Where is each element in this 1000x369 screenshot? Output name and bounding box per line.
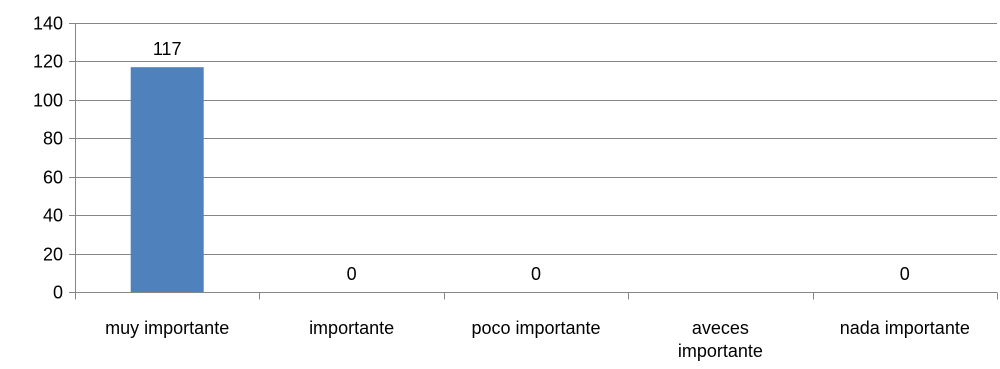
data-label: 117 xyxy=(153,39,182,59)
y-tick-label: 120 xyxy=(33,52,63,72)
x-category-label: importante xyxy=(678,341,763,361)
y-tick-label: 100 xyxy=(33,91,63,111)
axes xyxy=(69,23,998,300)
x-category-label: muy importante xyxy=(105,318,229,338)
y-tick-label: 80 xyxy=(43,129,63,149)
x-category-label: importante xyxy=(309,318,394,338)
data-label: 0 xyxy=(347,264,357,284)
y-tick-label: 40 xyxy=(43,206,63,226)
x-category-label: aveces xyxy=(692,318,749,338)
data-label: 0 xyxy=(531,264,541,284)
y-tick-label: 0 xyxy=(53,283,63,303)
y-tick-label: 140 xyxy=(33,14,63,34)
data-label: 0 xyxy=(900,264,910,284)
x-category-label: poco importante xyxy=(471,318,600,338)
x-category-label: nada importante xyxy=(840,318,970,338)
gridlines xyxy=(75,23,997,255)
labels: 0 20 40 60 80 100 120 140 117 muy importante 0 impo… xyxy=(33,14,970,362)
y-tick-label: 60 xyxy=(43,168,63,188)
bars xyxy=(130,67,204,292)
y-tick-label: 20 xyxy=(43,245,63,265)
bar xyxy=(130,67,204,292)
